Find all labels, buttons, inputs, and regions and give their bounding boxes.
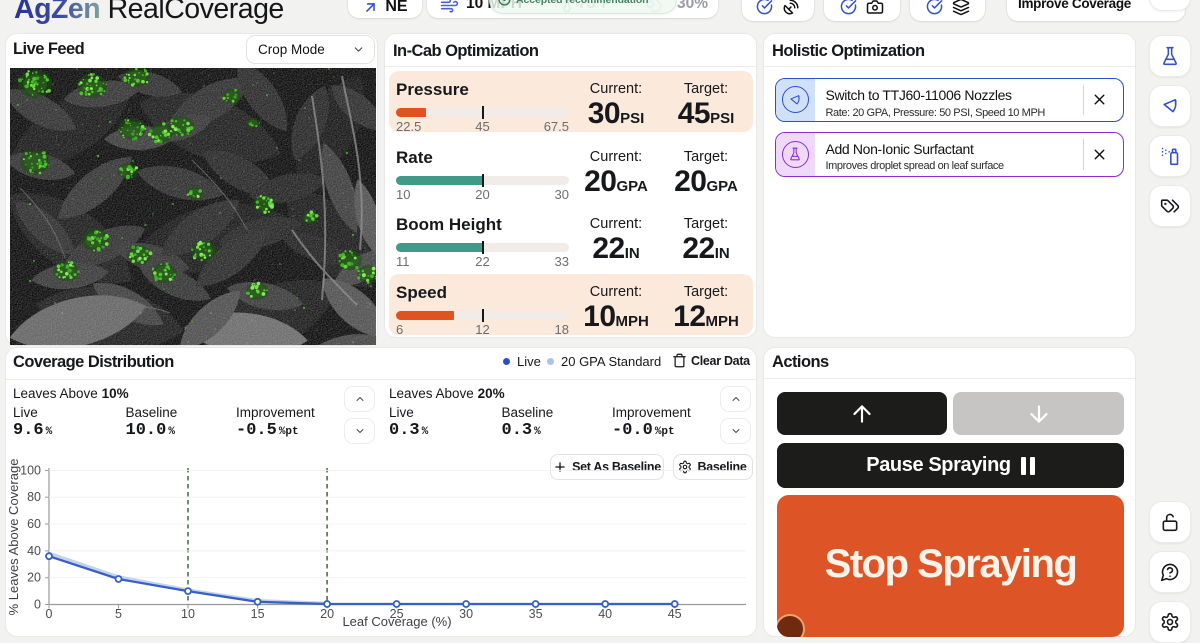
svg-text:35: 35 (529, 607, 543, 621)
svg-text:100: 100 (20, 463, 41, 477)
svg-text:20: 20 (320, 607, 334, 621)
svg-text:% Leaves Above Coverage: % Leaves Above Coverage (6, 459, 21, 616)
svg-text:10: 10 (181, 607, 195, 621)
svg-text:40: 40 (598, 607, 612, 621)
svg-text:45: 45 (668, 607, 682, 621)
svg-text:40: 40 (27, 544, 41, 558)
svg-text:30: 30 (459, 607, 473, 621)
svg-text:0: 0 (34, 598, 41, 612)
svg-text:20: 20 (27, 571, 41, 585)
svg-text:80: 80 (27, 490, 41, 504)
svg-text:Leaf Coverage (%): Leaf Coverage (%) (342, 614, 451, 629)
svg-text:0: 0 (46, 607, 53, 621)
svg-text:5: 5 (115, 607, 122, 621)
svg-text:15: 15 (251, 607, 265, 621)
svg-text:60: 60 (27, 517, 41, 531)
